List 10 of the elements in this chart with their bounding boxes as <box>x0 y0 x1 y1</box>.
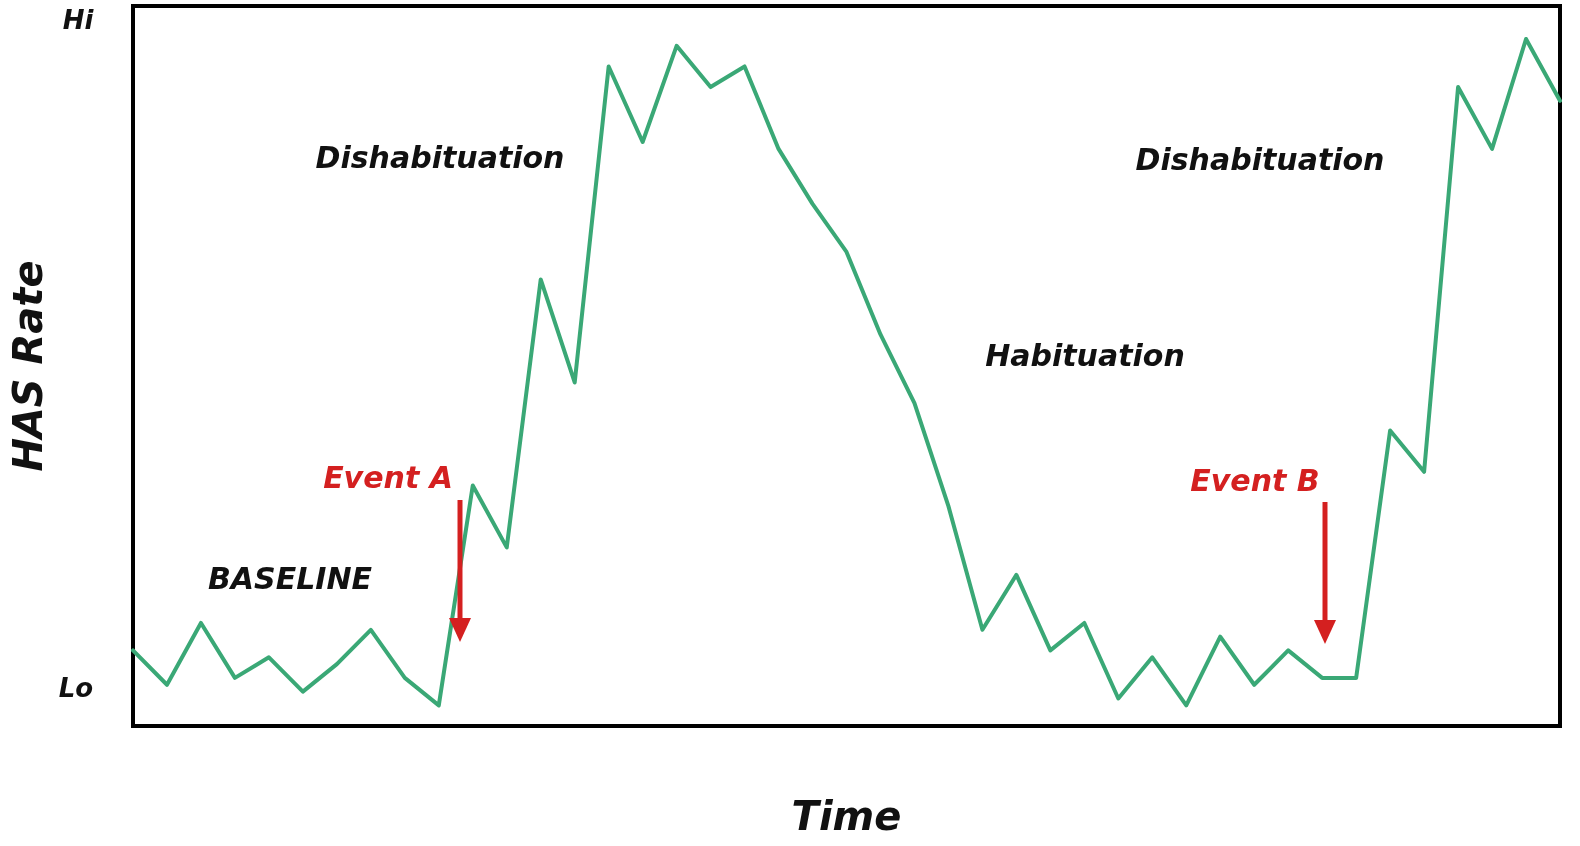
annotation: Habituation <box>985 337 1185 373</box>
annotation: Event B <box>1190 462 1320 498</box>
text: Hi <box>62 5 95 35</box>
annotation: Event A <box>323 459 453 495</box>
annotation: BASELINE <box>207 560 373 596</box>
y-axis-title: HAS Rate <box>5 260 51 472</box>
x-axis-title: Time <box>791 793 902 839</box>
annotation: Dishabituation <box>315 139 565 175</box>
annotation: Dishabituation <box>1135 141 1385 177</box>
text: Lo <box>58 673 94 703</box>
